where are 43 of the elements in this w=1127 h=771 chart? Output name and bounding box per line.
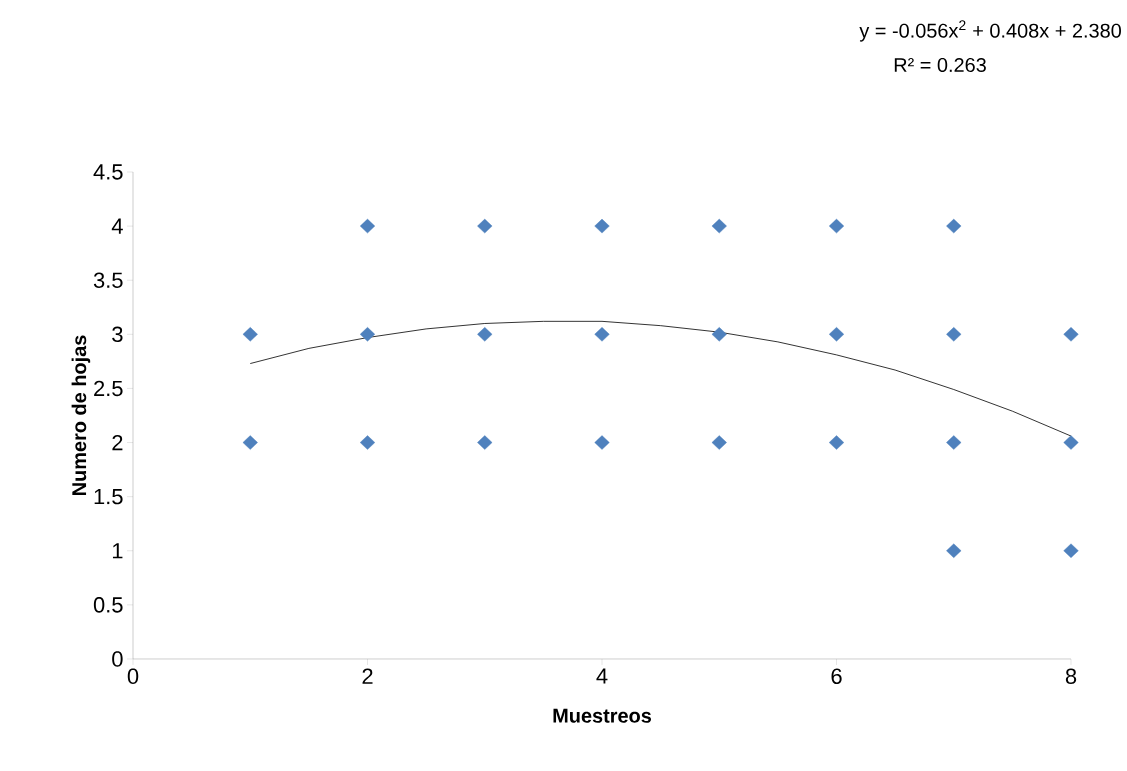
point [946,218,962,234]
y-tick-label: 0 [112,651,123,667]
y-tick-label: 2.5 [94,380,123,397]
point [477,218,493,234]
point [711,218,727,234]
x-tick-label: 8 [1065,668,1077,685]
point [242,435,258,450]
point [828,435,845,450]
point [1063,435,1079,450]
point [477,327,493,342]
point [477,435,493,450]
point [359,218,376,234]
point [946,327,962,342]
point [594,218,610,234]
point [242,327,258,342]
y-tick-label: 1.5 [94,489,123,505]
x-axis-title: Muestreos [553,708,652,723]
y-tick-label: 4 [111,218,123,234]
point [711,327,727,342]
point [828,218,845,234]
point [359,327,376,342]
point [594,327,610,342]
point [359,435,376,450]
y-tick-label: 0.5 [93,597,123,613]
text: R² = 0.263 [894,57,986,73]
x-tick-label: 6 [831,668,842,685]
y-tick-label: 2 [112,434,123,451]
y-tick-label: 1 [112,543,123,559]
y-tick-label: 3 [112,326,123,343]
point [1063,543,1079,558]
point [594,435,610,450]
text: y = -0.056x$^{2}$ + 0.408x + 2.380 [859,20,1121,42]
point [828,327,845,342]
y-tick-label: 4.5 [93,164,123,180]
point [711,435,727,450]
x-tick-label: 2 [362,668,373,684]
y-tick-label: 3.5 [93,272,123,288]
x-tick-label: 0 [127,668,139,685]
point [1063,327,1079,342]
point [946,543,962,558]
x-tick-label: 4 [596,668,608,684]
y-axis-title: Numero de hojas [71,335,91,495]
point [946,435,962,450]
